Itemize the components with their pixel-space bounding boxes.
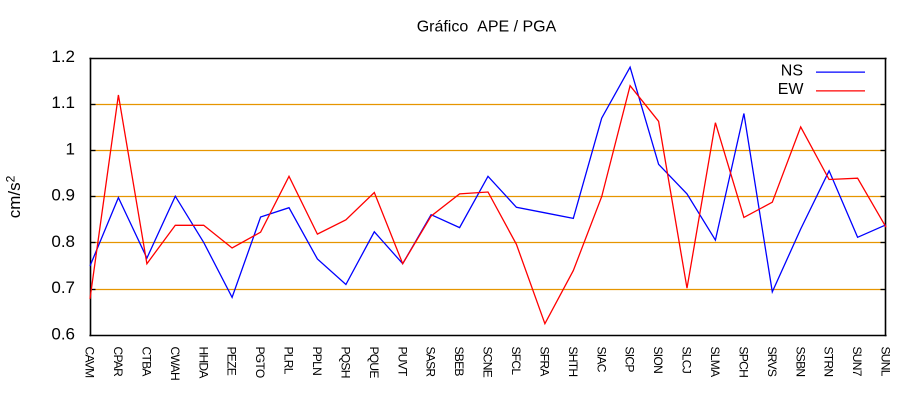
svg-text:PQSH: PQSH [339,347,353,378]
svg-text:PLRL: PLRL [282,347,296,375]
svg-text:Gráfico APE / PGA: Gráfico APE / PGA [417,19,557,36]
svg-text:EW: EW [778,81,805,98]
svg-text:SUN7: SUN7 [850,347,864,377]
svg-text:1.2: 1.2 [51,47,75,66]
svg-text:SPCH: SPCH [737,347,751,378]
svg-text:SBEB: SBEB [452,347,466,377]
svg-text:0.7: 0.7 [51,278,75,297]
svg-text:1: 1 [66,139,75,158]
svg-text:SRVS: SRVS [765,347,779,377]
svg-text:PGTO: PGTO [253,347,267,378]
svg-text:SLCJ: SLCJ [680,347,694,374]
svg-text:SFCL: SFCL [509,347,523,376]
svg-text:SASR: SASR [424,347,438,378]
svg-text:PQUE: PQUE [367,347,381,379]
svg-text:CTBA: CTBA [140,347,154,377]
svg-text:SLMA: SLMA [708,347,722,378]
svg-text:SSBN: SSBN [793,347,807,377]
svg-text:0.8: 0.8 [51,232,75,251]
svg-text:PEZE: PEZE [225,347,239,376]
svg-text:SICP: SICP [623,347,637,373]
svg-text:PPLN: PPLN [310,347,324,376]
svg-text:SUNL: SUNL [879,347,893,377]
svg-text:STRN: STRN [822,347,836,377]
svg-text:CWAH: CWAH [168,347,182,380]
svg-text:0.9: 0.9 [51,186,75,205]
svg-text:CPAR: CPAR [111,347,125,378]
svg-text:SIAC: SIAC [594,347,608,373]
svg-text:SION: SION [651,347,665,374]
svg-text:cm/s2: cm/s2 [4,175,25,218]
svg-text:NS: NS [781,63,803,80]
svg-text:SHTH: SHTH [566,347,580,377]
svg-text:CAVM: CAVM [83,347,97,379]
svg-text:HHDA: HHDA [196,347,210,379]
svg-text:PUVT: PUVT [395,347,409,378]
svg-text:SCNE: SCNE [481,347,495,378]
svg-text:0.6: 0.6 [51,324,75,343]
svg-text:SFRA: SFRA [538,347,552,377]
svg-text:1.1: 1.1 [51,93,75,112]
